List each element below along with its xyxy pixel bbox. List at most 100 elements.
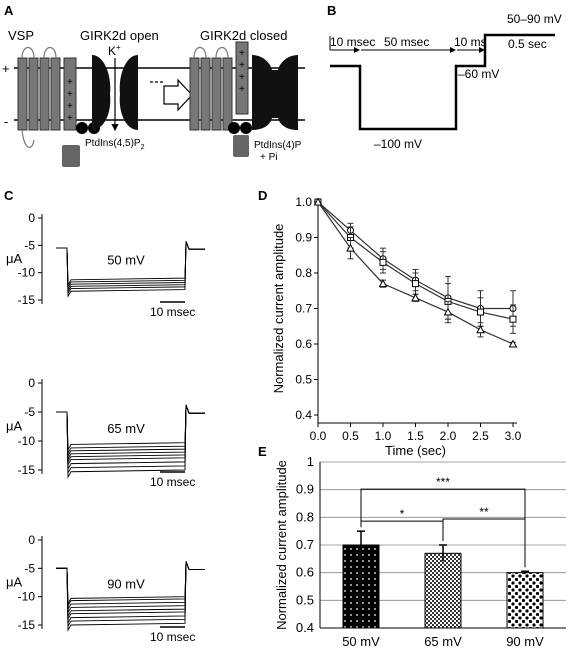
svg-text:+: +	[239, 48, 245, 59]
chart-e-ytick-label: 0.9	[296, 482, 314, 497]
chart-e-category-label: 50 mV	[342, 634, 380, 649]
trace-1-ytick-label: 0	[28, 211, 35, 225]
trace-3-ytick-label: -5	[24, 561, 35, 575]
panel-a-letter: A	[4, 3, 14, 18]
current-trace-2-9	[56, 404, 205, 479]
membrane-plus-sign: +	[2, 61, 10, 76]
phosphatase-domain-left	[62, 145, 80, 167]
chart-d-ytick-label: 0.5	[295, 373, 312, 387]
chart-e-ytick-label: 1	[307, 454, 314, 469]
chart-e-ylabel: Normalized current amplitude	[274, 460, 289, 630]
pi4p-lipid-2	[240, 122, 252, 134]
panel-a: A VSP GIRK2d open GIRK2d closed + - + + …	[2, 3, 305, 167]
step-duration-label: 0.5 sec	[508, 37, 547, 51]
chart-e-ytick-label: 0.4	[296, 620, 314, 635]
trace-3-label: 90 mV	[107, 577, 145, 592]
chart-e-ytick-label: 0.6	[296, 565, 314, 580]
chart-d-xtick-label: 0.0	[310, 429, 327, 443]
chart-d-ytick-label: 0.8	[295, 266, 312, 280]
panel-b: B 10 msec 50 msec 10 ms 50–90 mV 0.5 sec…	[327, 3, 562, 151]
trace-2-ytick-label: -5	[24, 405, 35, 419]
membrane-minus-sign: -	[4, 114, 8, 129]
svg-text:+: +	[67, 77, 73, 88]
potassium-label: K+	[108, 43, 121, 58]
girk-closed-channel	[252, 55, 298, 130]
panel-d: D 0.4 0.5 0.6 0.7 0.8 0.9 1.0 0.0 0.5 1.0 1.5 2.0 2.…	[258, 188, 522, 458]
pi4p-label: PtdIns(4)P	[254, 140, 302, 151]
chart-d-ytick-label: 0.4	[295, 408, 312, 422]
chart-d-ytick-label: 0.9	[295, 231, 312, 245]
chart-e-category-label: 65 mV	[424, 634, 462, 649]
chart-d-point-square	[379, 258, 387, 266]
trace-3-unit: μA	[6, 575, 22, 590]
chart-e-significance-bracket	[360, 520, 444, 541]
panel-b-letter: B	[327, 3, 336, 18]
voltage-protocol-trace	[330, 33, 555, 131]
chart-e-significance-label: *	[400, 507, 405, 521]
chart-d-point-triangle	[411, 293, 420, 302]
chart-d-point-triangle	[346, 243, 355, 252]
step-range-label: 50–90 mV	[507, 12, 562, 26]
hyperpolarization-label: –100 mV	[374, 137, 422, 151]
girk-closed-label: GIRK2d closed	[200, 28, 287, 43]
chart-d-point-square	[509, 315, 517, 323]
chart-d-ytick-label: 1.0	[295, 195, 312, 209]
chart-d-ytick-label: 0.6	[295, 337, 312, 351]
chart-d-ytick-label: 0.7	[295, 302, 312, 316]
girk-open-channel	[92, 55, 138, 130]
trace-2-label: 65 mV	[107, 421, 145, 436]
scale-label-2: 10 msec	[150, 475, 195, 489]
trace-1-ytick-label: -15	[18, 293, 36, 307]
svg-text:+: +	[239, 72, 245, 83]
chart-d-xtick-label: 2.5	[472, 429, 489, 443]
panel-d-letter: D	[258, 188, 267, 203]
chart-d-ylabel: Normalized current amplitude	[271, 224, 286, 394]
chart-e-ytick-label: 0.5	[296, 592, 314, 607]
panel-c: C 0 -5 -10 -15 μA 50 mV 10 msec 0 -5 -10 -15 μA 65 m…	[4, 188, 205, 644]
current-trace-3-9	[56, 561, 205, 632]
svg-text:+: +	[67, 113, 73, 124]
panel-e-letter: E	[258, 444, 267, 459]
vsp-label: VSP	[8, 28, 34, 43]
pip2-label: PtdIns(4,5)P2	[85, 138, 145, 151]
svg-text:+: +	[67, 89, 73, 100]
svg-text:+: +	[239, 84, 245, 95]
panel-e: E 0.4 0.5 0.6 0.7 0.8 0.9 1 Normalized current …	[258, 444, 566, 649]
trace-1-ytick-label: -5	[24, 238, 35, 252]
chart-e-category-label: 90 mV	[506, 634, 544, 649]
chart-e-ytick-label: 0.7	[296, 537, 314, 552]
current-trace-1-6	[56, 241, 205, 298]
trace-2-unit: μA	[6, 419, 22, 434]
voltage-sensor-signs-right: + + + +	[239, 48, 245, 95]
trace-1-unit: μA	[6, 251, 22, 266]
duration-label-2: 50 msec	[384, 35, 429, 49]
voltage-sensor-signs-left: + + + +	[67, 77, 73, 124]
trace-1-ytick-label: -10	[18, 266, 36, 280]
duration-label-1: 10 msec	[330, 35, 375, 49]
phosphatase-domain-right	[233, 135, 249, 157]
scale-label-3: 10 msec	[150, 630, 195, 644]
scale-label-1: 10 msec	[150, 305, 195, 319]
chart-e-bar	[424, 552, 462, 629]
chart-d-point-triangle	[378, 279, 388, 288]
chart-d-xtick-label: 1.0	[375, 429, 392, 443]
girk-open-label: GIRK2d open	[80, 28, 159, 43]
panel-c-letter: C	[4, 188, 14, 203]
vsp-protein-right	[189, 41, 249, 157]
vsp-protein-left	[17, 46, 80, 167]
trace-1-label: 50 mV	[107, 253, 145, 268]
chart-d-xtick-label: 0.5	[342, 429, 359, 443]
trace-3-ytick-label: 0	[28, 533, 35, 547]
chart-d-point-square	[477, 308, 484, 316]
trace-2-ytick-label: -10	[18, 434, 36, 448]
chart-d-point-triangle	[313, 197, 323, 206]
chart-e-ytick-label: 0.8	[296, 509, 314, 524]
svg-text:+: +	[239, 60, 245, 71]
duration-label-3: 10 ms	[454, 35, 487, 49]
holding-potential-label: –60 mV	[458, 67, 499, 81]
chart-d-point-square	[412, 280, 419, 288]
chart-d-point-triangle	[443, 307, 453, 316]
chart-d-point-triangle	[476, 325, 485, 334]
trace-2-ytick-label: 0	[28, 376, 35, 390]
